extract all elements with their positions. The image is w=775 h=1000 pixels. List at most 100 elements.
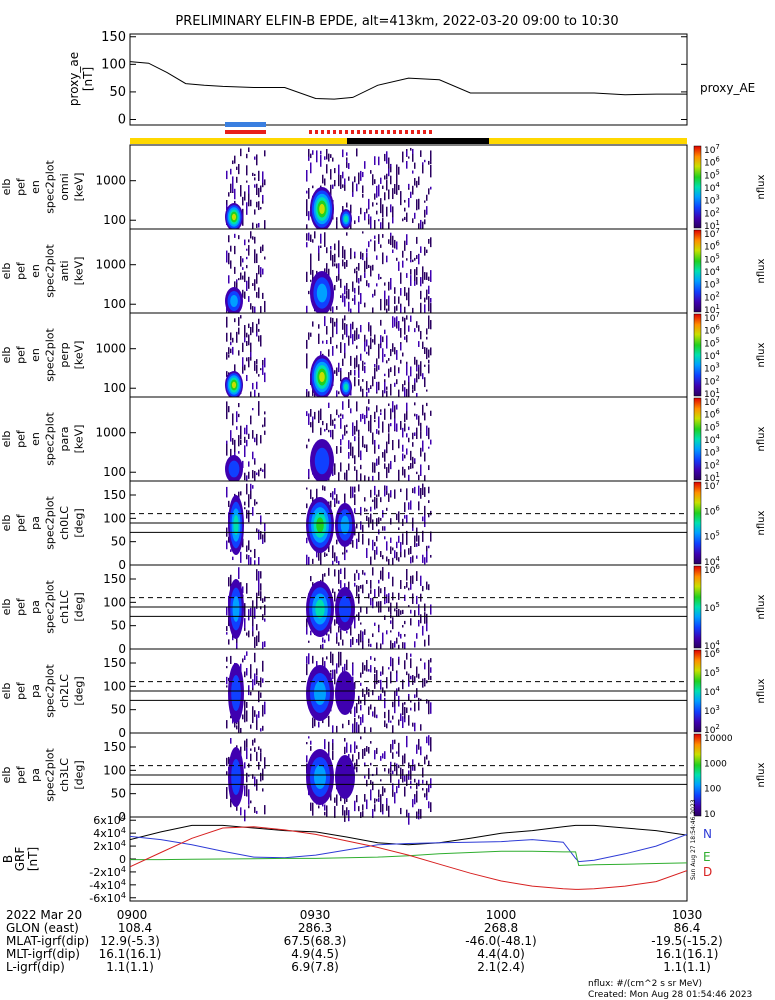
spectrogram-cell: [354, 717, 356, 723]
panel-y-label: elb pef pa spec2plot ch1LC [deg]: [0, 580, 86, 634]
spectrogram-cell: [306, 169, 308, 182]
spectrogram-cell: [248, 498, 250, 508]
spectrogram-cell: [332, 743, 334, 751]
spectrogram-cell: [404, 380, 406, 386]
spectrogram-cell: [240, 727, 242, 736]
spectrogram-cell: [420, 489, 422, 499]
spectrogram-cell: [422, 164, 424, 174]
spectrogram-cell: [330, 250, 332, 261]
spectrogram-cell: [330, 245, 332, 250]
spectrogram-cell: [322, 663, 324, 666]
spectrogram-cell: [348, 301, 350, 312]
spectrogram-cell: [424, 219, 426, 225]
colorbar-tick-label: 103: [704, 278, 720, 291]
spectrogram-cell: [410, 366, 412, 377]
spectrogram-cell: [260, 748, 262, 753]
spectrogram-cell: [258, 579, 260, 591]
colorbar-tick-label: 105: [704, 336, 720, 349]
spectrogram-cell: [400, 359, 402, 364]
spectrogram-cell: [240, 425, 242, 436]
spectrogram-cell: [238, 403, 240, 408]
spectrogram-cell: [368, 538, 370, 546]
spectrogram-cell: [364, 302, 366, 308]
spectrogram-cell: [400, 807, 402, 815]
panel-ylabel-line: elb: [0, 515, 13, 532]
spectrogram-cell: [386, 485, 388, 492]
spectrogram-cell: [254, 209, 256, 215]
spectrogram-cell: [308, 148, 310, 158]
panel-ylabel-line: pef: [15, 765, 28, 784]
spectrogram-cell: [378, 234, 380, 242]
spectrogram-cell: [226, 676, 228, 685]
spectrogram-cell: [406, 402, 408, 412]
spectrogram-cell: [244, 699, 246, 711]
spectrogram-cell: [262, 360, 264, 369]
spectrogram-cell: [364, 748, 366, 756]
spectrogram-cell: [368, 692, 370, 697]
spectrogram-cell: [366, 799, 368, 810]
spectrogram-cell: [306, 742, 308, 745]
spectrogram-cell: [350, 308, 352, 317]
spectrogram-cell: [306, 663, 308, 676]
spectrogram-cell: [390, 602, 392, 615]
spectrogram-cell: [406, 433, 408, 438]
spectrogram-cell: [364, 775, 366, 779]
spectrogram-cell: [252, 470, 254, 479]
spectrogram-cell: [356, 401, 358, 412]
spectrogram-cell: [390, 620, 392, 624]
spectrogram-cell: [306, 755, 308, 763]
spectrogram-cell: [360, 521, 362, 530]
spectrogram-cell: [396, 305, 398, 311]
spectrogram-cell: [412, 527, 414, 531]
spectrogram-cell: [360, 812, 362, 819]
spectrogram-cell: [392, 592, 394, 601]
spectrogram-cell: [376, 767, 378, 775]
spectrogram-cell: [388, 305, 390, 311]
spectrogram-cell: [418, 223, 420, 230]
spectrogram-cell: [250, 419, 252, 425]
spectrogram-cell: [420, 614, 422, 624]
spectrogram-cell: [408, 715, 410, 726]
spectrogram-cell: [408, 762, 410, 769]
spectrogram-cell: [330, 169, 332, 180]
spectrogram-cell: [254, 437, 256, 443]
spectrogram-cell: [362, 231, 364, 234]
spectrogram-cell: [426, 613, 428, 624]
spectrogram-cell: [368, 283, 370, 288]
spectrogram-cell: [410, 463, 412, 469]
spectrogram-cell: [264, 604, 266, 616]
spectrogram-cell: [346, 232, 348, 236]
spectrogram-cell: [320, 408, 322, 421]
panel-ylabel-line: elb: [0, 347, 13, 364]
spectrogram-cell: [350, 204, 352, 208]
spectrogram-cell: [426, 249, 428, 254]
spectrogram-cell: [246, 651, 248, 656]
spectrogram-cell: [412, 593, 414, 604]
spectrogram-cell: [398, 764, 400, 769]
spectrogram-cell: [372, 599, 374, 609]
spectrogram-cell: [350, 204, 352, 214]
spectrogram-cell: [244, 603, 246, 613]
time-1000: 1000: [486, 908, 517, 922]
spectrogram-cell: [390, 767, 392, 773]
spectrogram-cell: [320, 556, 322, 559]
spectrogram-cell: [366, 444, 368, 452]
spectrogram-cell: [404, 706, 406, 719]
spectrogram-cell: [242, 714, 244, 720]
spectrogram-blob: [340, 515, 350, 535]
spectrogram-cell: [338, 174, 340, 187]
grf-tick-label: 6x104: [93, 812, 126, 827]
spectrogram-cell: [428, 486, 430, 494]
colorbar-tick-label: 103: [704, 704, 720, 717]
spectrogram-cell: [244, 329, 246, 338]
spectrogram-cell: [368, 264, 370, 269]
spectrogram-cell: [384, 697, 386, 709]
spectrogram-cell: [360, 506, 362, 513]
spectrogram-cell: [388, 368, 390, 378]
spectrogram-cell: [422, 516, 424, 522]
spectrogram-cell: [392, 725, 394, 737]
spectrogram-cell: [426, 795, 428, 801]
spectrogram-cell: [366, 580, 368, 584]
